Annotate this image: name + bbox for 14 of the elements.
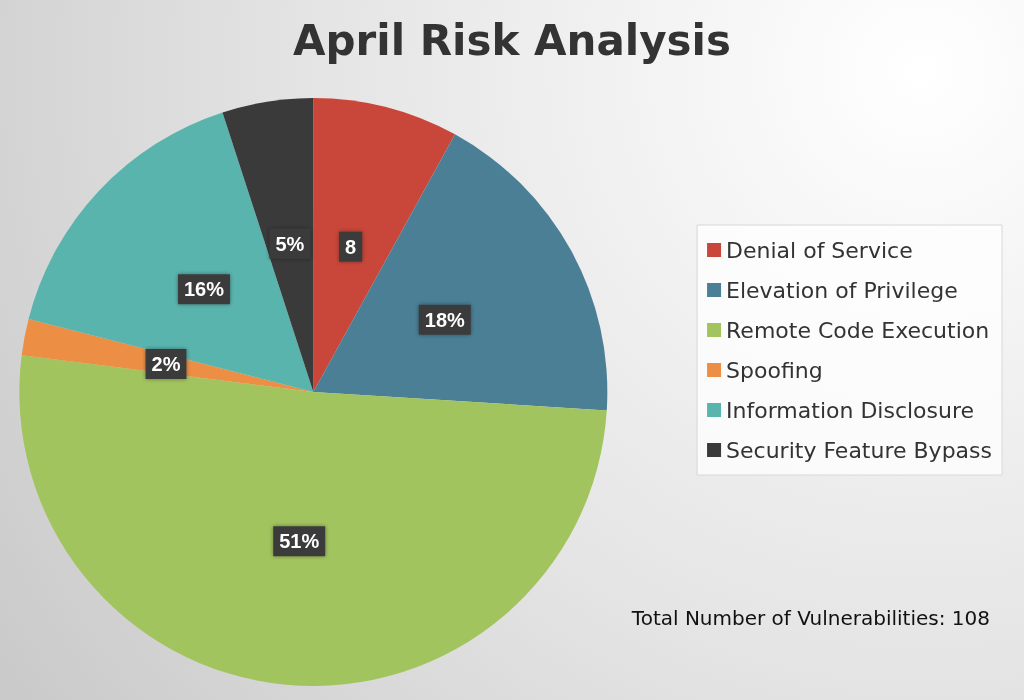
data-label: 16% [183, 278, 225, 301]
legend-label: Information Disclosure [726, 397, 975, 423]
chart-title: April Risk Analysis [293, 15, 731, 65]
legend-label: Security Feature Bypass [726, 437, 993, 463]
data-label: 2% [151, 352, 181, 375]
data-label: 5% [275, 232, 305, 255]
data-label: 18% [424, 308, 466, 331]
legend-label: Denial of Service [726, 237, 913, 263]
data-label: 8 [345, 235, 357, 258]
text: Total Number of Vulnerabilities: 108 [630, 606, 991, 630]
data-label: 51% [279, 530, 320, 553]
legend-label: Remote Code Execution [726, 317, 990, 343]
legend-label: Spoofing [726, 357, 823, 383]
legend-label: Elevation of Privilege [726, 277, 958, 303]
